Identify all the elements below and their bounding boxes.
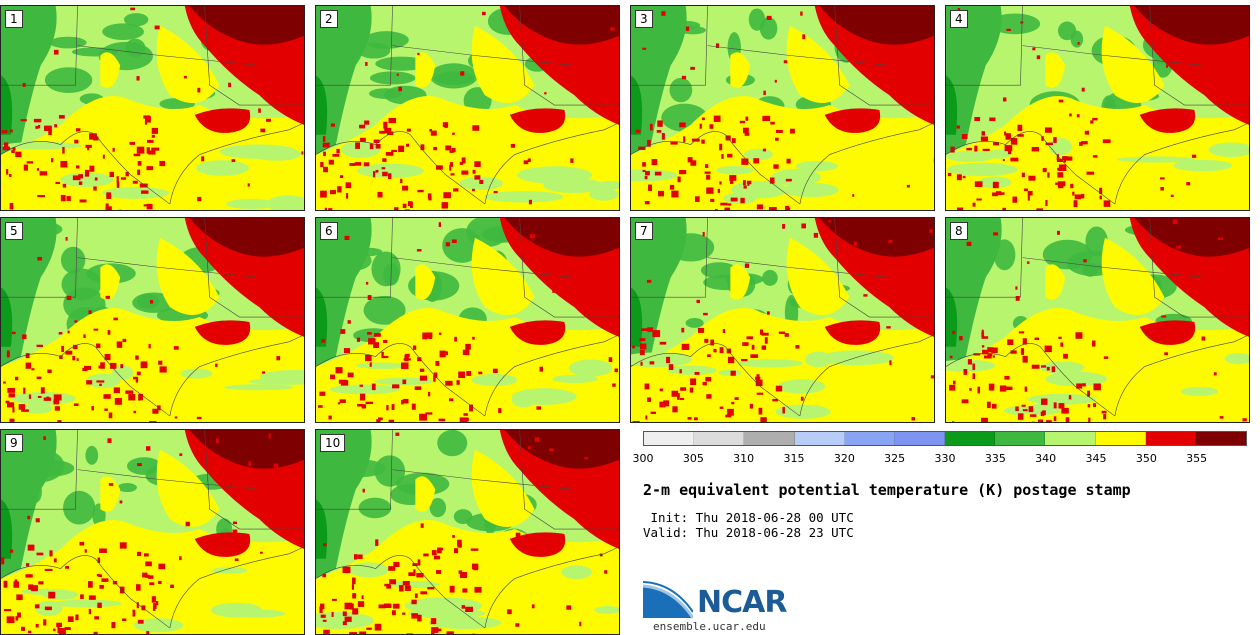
ensemble-member-panel: 4 — [945, 5, 1250, 211]
colorbar-tick-label: 310 — [733, 452, 755, 465]
member-number-label: 10 — [320, 434, 346, 452]
member-number-label: 4 — [950, 10, 968, 28]
colorbar-swatch — [945, 432, 996, 445]
init-time: Init: Thu 2018-06-28 00 UTC — [643, 510, 854, 525]
ensemble-member-panel: 7 — [630, 217, 935, 423]
ensemble-member-panel: 3 — [630, 5, 935, 211]
figure-title: 2-m equivalent potential temperature (K)… — [643, 481, 1131, 499]
ensemble-member-panel: 5 — [0, 217, 305, 423]
colorbar-swatch — [744, 432, 795, 445]
colorbar-tick-label: 315 — [783, 452, 805, 465]
colorbar-swatch — [1045, 432, 1096, 445]
member-number-label: 7 — [635, 222, 653, 240]
ensemble-member-panel: 10 — [315, 429, 620, 635]
ensemble-member-panel: 1 — [0, 5, 305, 211]
logo-url: ensemble.ucar.edu — [653, 620, 766, 633]
colorbar-swatch — [794, 432, 845, 445]
colorbar-swatch — [995, 432, 1046, 445]
member-number-label: 5 — [5, 222, 23, 240]
colorbar-swatch — [844, 432, 895, 445]
colorbar-swatch — [644, 432, 695, 445]
colorbar-tick-label: 330 — [934, 452, 956, 465]
ncar-logo-icon — [643, 581, 693, 619]
colorbar-tick-label: 350 — [1135, 452, 1157, 465]
member-number-label: 2 — [320, 10, 338, 28]
colorbar-swatch — [694, 432, 745, 445]
member-number-label: 1 — [5, 10, 23, 28]
colorbar-swatch — [1195, 432, 1247, 445]
ensemble-member-panel: 9 — [0, 429, 305, 635]
colorbar-tick-label: 300 — [632, 452, 654, 465]
colorbar-tick-label: 355 — [1186, 452, 1208, 465]
member-number-label: 8 — [950, 222, 968, 240]
colorbar — [643, 431, 1247, 446]
colorbar-tick-label: 335 — [984, 452, 1006, 465]
colorbar-swatch — [1145, 432, 1196, 445]
logo-text: NCAR — [697, 585, 787, 620]
member-number-label: 9 — [5, 434, 23, 452]
ensemble-member-panel: 6 — [315, 217, 620, 423]
ensemble-member-panel: 2 — [315, 5, 620, 211]
colorbar-tick-label: 320 — [833, 452, 855, 465]
ensemble-member-panel: 8 — [945, 217, 1250, 423]
member-number-label: 3 — [635, 10, 653, 28]
colorbar-tick-label: 345 — [1085, 452, 1107, 465]
colorbar-tick-label: 325 — [884, 452, 906, 465]
member-number-label: 6 — [320, 222, 338, 240]
colorbar-swatch — [1095, 432, 1146, 445]
valid-time: Valid: Thu 2018-06-28 23 UTC — [643, 525, 854, 540]
colorbar-tick-label: 305 — [682, 452, 704, 465]
colorbar-swatch — [894, 432, 946, 445]
colorbar-tick-label: 340 — [1035, 452, 1057, 465]
